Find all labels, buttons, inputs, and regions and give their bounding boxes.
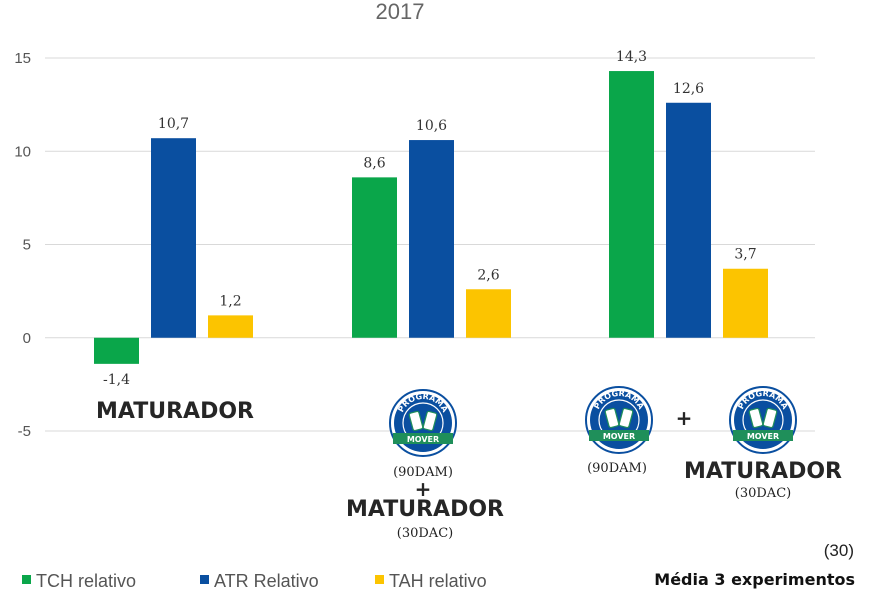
data-label: 3,7 (734, 247, 756, 263)
legend-label: TCH relativo (36, 571, 136, 591)
logo-ribbon (733, 430, 793, 441)
bar (466, 289, 511, 338)
group1-maturador-label: MATURADOR (96, 399, 254, 424)
y-tick-label: -5 (18, 423, 31, 440)
y-axis-ticks: 15 10 5 0 -5 (14, 50, 31, 440)
footnote-ref: (30) (824, 541, 854, 560)
bars (94, 71, 768, 364)
group3-plus-sign: + (676, 406, 693, 430)
logo-bottom-text: MOVER (603, 432, 635, 441)
bar (609, 71, 654, 338)
data-label: 1,2 (219, 293, 241, 309)
logo-can (604, 407, 620, 429)
y-tick-label: 10 (14, 143, 31, 160)
y-tick-label: 0 (23, 330, 31, 347)
legend-swatch (200, 575, 209, 584)
group2-30dac-label: (30DAC) (397, 526, 453, 541)
logo-can (408, 410, 424, 432)
logo-bottom-text: MOVER (407, 435, 439, 444)
logo-bottom-text: MOVER (747, 432, 779, 441)
bar (151, 138, 196, 338)
group3-30dac-label: (30DAC) (735, 486, 791, 501)
data-label: 12,6 (673, 81, 704, 97)
data-label: 10,6 (416, 118, 447, 134)
legend-swatch (375, 575, 384, 584)
bar (666, 102, 711, 338)
data-label: -1,4 (103, 372, 130, 388)
group2-maturador-label: MATURADOR (346, 497, 504, 522)
bar (94, 337, 139, 364)
group2-plus-sign: + (415, 477, 432, 501)
bar (208, 315, 253, 338)
logo-ribbon (393, 433, 453, 444)
logo-can (762, 407, 778, 429)
bar (352, 177, 397, 338)
data-labels: -1,4 8,6 14,3 10,7 10,6 12,6 1,2 2,6 3,7 (103, 49, 757, 388)
data-label: 14,3 (616, 49, 647, 65)
legend-label: TAH relativo (389, 571, 487, 591)
data-label: 10,7 (158, 116, 189, 132)
logo-can (618, 407, 634, 429)
chart-title: 2017 (376, 0, 425, 24)
y-tick-label: 5 (23, 237, 31, 254)
legend: TCH relativo ATR Relativo TAH relativo (22, 571, 487, 591)
group3-maturador-label: MATURADOR (684, 459, 842, 484)
data-label: 2,6 (477, 267, 499, 283)
logo-can (748, 407, 764, 429)
group2-90dam-label: (90DAM) (393, 465, 453, 480)
data-label: 8,6 (363, 155, 385, 171)
logo-can (422, 410, 438, 432)
legend-swatch (22, 575, 31, 584)
bar (409, 140, 454, 338)
y-tick-label: 15 (14, 50, 31, 67)
bar (723, 268, 768, 338)
footnote-text: Média 3 experimentos (654, 570, 855, 589)
group3-90dam-label: (90DAM) (587, 461, 647, 476)
legend-label: ATR Relativo (214, 571, 319, 591)
logo-ribbon (589, 430, 649, 441)
